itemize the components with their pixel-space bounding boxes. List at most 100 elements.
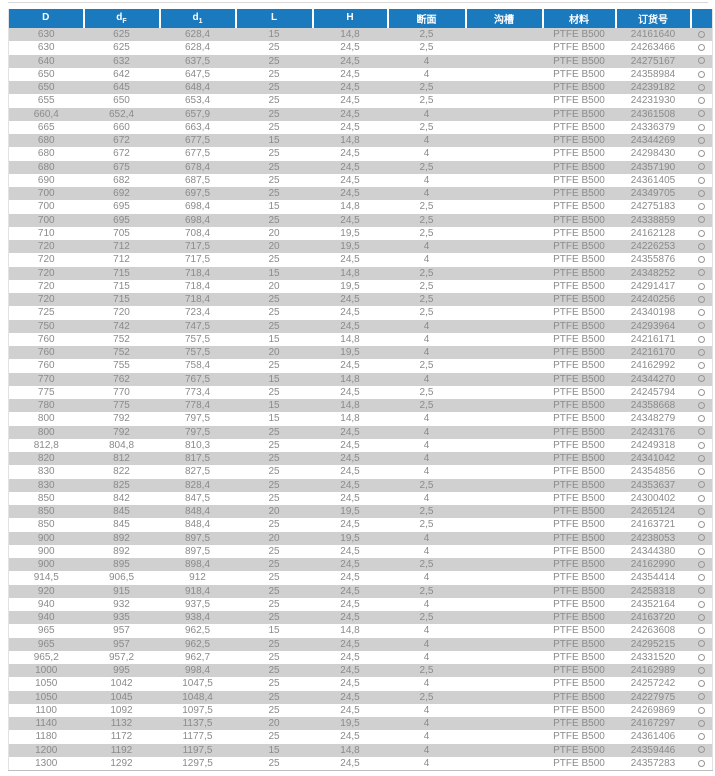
circle-outline-icon[interactable]	[697, 719, 705, 727]
circle-outline-icon[interactable]	[697, 163, 705, 171]
circle-outline-icon[interactable]	[697, 613, 705, 621]
circle-outline-icon[interactable]	[697, 295, 705, 303]
cell-order-number: 24263466	[630, 42, 676, 54]
circle-outline-icon[interactable]	[697, 30, 705, 38]
circle-outline-icon[interactable]	[697, 627, 705, 635]
cell-cross-section: 4	[423, 678, 430, 690]
circle-outline-icon[interactable]	[697, 282, 705, 290]
circle-outline-icon[interactable]	[697, 70, 705, 78]
cell-cross-section: 2,5	[387, 478, 466, 492]
circle-outline-icon[interactable]	[697, 560, 705, 568]
cell-select	[691, 386, 713, 399]
circle-outline-icon[interactable]	[697, 666, 705, 674]
circle-outline-icon[interactable]	[697, 653, 705, 661]
column-header-order-number: 订货号	[614, 9, 691, 28]
circle-outline-icon[interactable]	[697, 587, 705, 595]
circle-outline-icon[interactable]	[697, 680, 705, 688]
cell-cross-section: 2,5	[419, 280, 434, 292]
circle-outline-icon[interactable]	[697, 123, 705, 131]
circle-outline-icon[interactable]	[697, 176, 705, 184]
cell-order-number: 24163720	[615, 611, 691, 625]
circle-outline-icon[interactable]	[697, 693, 705, 701]
circle-outline-icon[interactable]	[697, 322, 705, 330]
circle-outline-icon[interactable]	[697, 534, 705, 542]
circle-outline-icon[interactable]	[697, 256, 705, 264]
circle-outline-icon[interactable]	[697, 733, 705, 741]
cell-select	[691, 280, 713, 293]
circle-outline-icon[interactable]	[697, 83, 705, 91]
circle-outline-icon[interactable]	[697, 388, 705, 396]
cell-D: 850	[8, 505, 84, 519]
cell-select	[691, 333, 713, 346]
circle-outline-icon[interactable]	[697, 640, 705, 648]
circle-outline-icon[interactable]	[697, 348, 705, 356]
circle-outline-icon[interactable]	[697, 136, 705, 144]
circle-outline-icon[interactable]	[697, 706, 705, 714]
cell-select	[690, 743, 713, 757]
cell-L: 20	[235, 240, 313, 254]
circle-outline-icon[interactable]	[697, 494, 705, 502]
circle-outline-icon[interactable]	[697, 375, 705, 383]
circle-outline-icon[interactable]	[697, 362, 705, 370]
cell-d1: 962,5	[159, 637, 236, 651]
circle-outline-icon[interactable]	[697, 401, 705, 409]
circle-outline-icon[interactable]	[697, 574, 705, 582]
circle-outline-icon[interactable]	[697, 600, 705, 608]
circle-outline-icon[interactable]	[697, 441, 705, 449]
cell-cross-section: 4	[387, 452, 466, 466]
cell-d1: 810,3	[184, 439, 211, 451]
circle-outline-icon[interactable]	[697, 507, 705, 515]
circle-outline-icon[interactable]	[697, 44, 705, 52]
circle-outline-icon[interactable]	[697, 189, 705, 197]
cell-d1: 898,4	[159, 558, 236, 572]
cell-d1: 698,4	[184, 201, 211, 213]
cell-D: 720	[8, 240, 84, 254]
cell-material: PTFE B500	[553, 201, 605, 213]
circle-outline-icon[interactable]	[697, 216, 705, 224]
circle-outline-icon[interactable]	[697, 521, 705, 529]
cell-D: 630	[8, 28, 84, 42]
circle-outline-icon[interactable]	[697, 110, 705, 118]
column-header-select	[689, 9, 713, 28]
cell-select	[690, 399, 713, 413]
cell-D: 665	[37, 121, 55, 133]
cell-order-number: 24227975	[615, 690, 691, 704]
cell-d1: 663,4	[184, 121, 211, 133]
cell-groove	[465, 134, 543, 148]
cell-D: 630	[37, 42, 55, 54]
circle-outline-icon[interactable]	[697, 97, 705, 105]
cell-material: PTFE B500	[542, 637, 616, 651]
cell-groove	[466, 200, 543, 213]
circle-outline-icon[interactable]	[697, 203, 705, 211]
circle-outline-icon[interactable]	[697, 229, 705, 237]
circle-outline-icon[interactable]	[697, 335, 705, 343]
cell-dF: 792	[113, 413, 130, 425]
circle-outline-icon[interactable]	[697, 428, 705, 436]
cell-groove	[466, 333, 543, 346]
cell-D: 965	[37, 625, 55, 637]
circle-outline-icon[interactable]	[697, 57, 705, 65]
cell-cross-section: 2,5	[387, 584, 466, 598]
circle-outline-icon[interactable]	[697, 481, 705, 489]
cell-d1: 912	[189, 572, 206, 584]
cell-cross-section: 4	[387, 319, 466, 333]
circle-outline-icon[interactable]	[697, 415, 705, 423]
circle-outline-icon[interactable]	[697, 150, 705, 158]
circle-outline-icon[interactable]	[697, 468, 705, 476]
circle-outline-icon[interactable]	[697, 242, 705, 250]
circle-outline-icon[interactable]	[697, 269, 705, 277]
cell-D: 940	[8, 611, 84, 625]
cell-groove	[465, 743, 543, 757]
circle-outline-icon[interactable]	[697, 547, 705, 555]
cell-D: 710	[37, 227, 55, 239]
cell-D: 760	[37, 333, 55, 345]
circle-outline-icon[interactable]	[697, 454, 705, 462]
circle-outline-icon[interactable]	[697, 309, 705, 317]
circle-outline-icon[interactable]	[697, 746, 705, 754]
cell-order-number: 24357190	[615, 160, 691, 174]
table-row: 700 695 698,4 25 24,5 2,5 PTFE B500 2433…	[8, 213, 713, 227]
circle-outline-icon[interactable]	[697, 759, 705, 767]
table-row: 720 715 718,4 25 24,5 2,5 PTFE B500 2424…	[8, 293, 713, 307]
cell-H: 24,5	[340, 519, 360, 531]
cell-d1: 1047,5	[182, 678, 213, 690]
